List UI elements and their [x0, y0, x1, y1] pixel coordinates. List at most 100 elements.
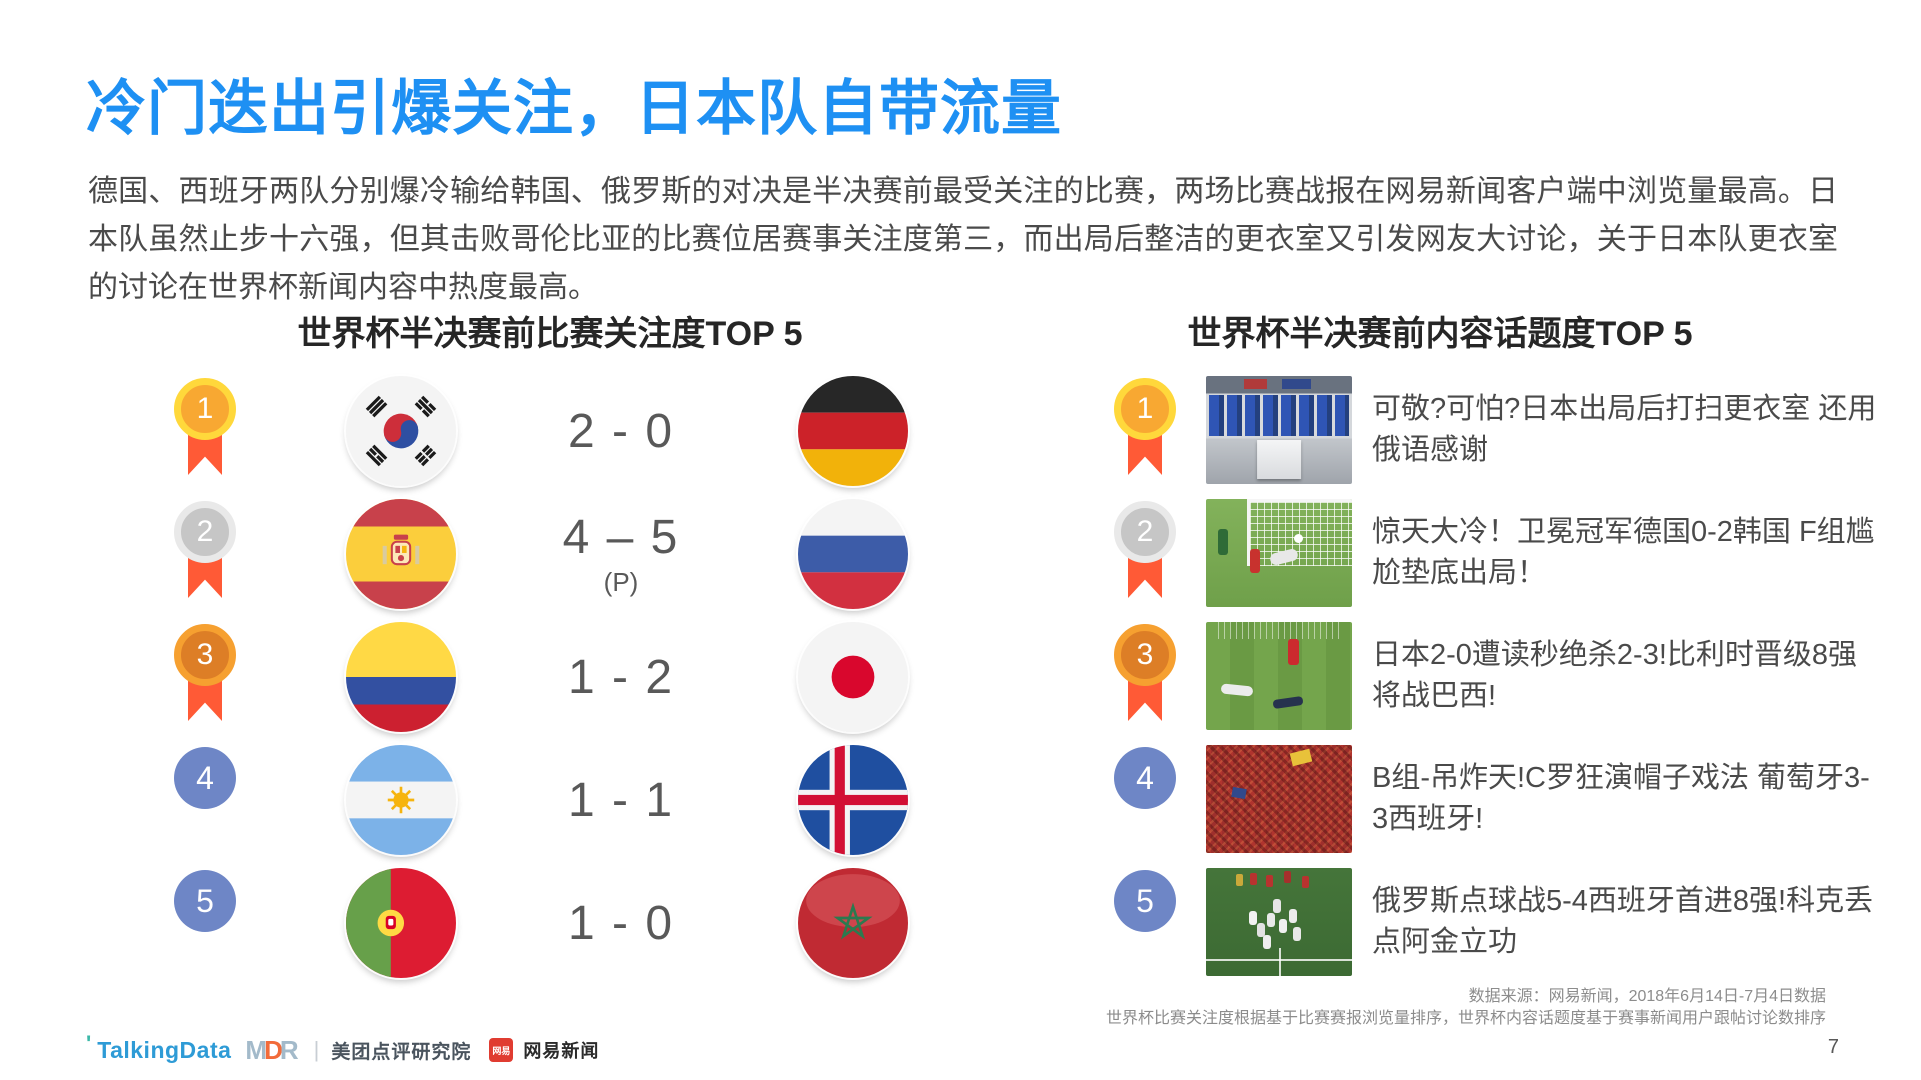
score-text: 1 - 0 — [567, 896, 675, 950]
netease-badge-icon: 网易 — [489, 1038, 514, 1062]
flag-morocco-icon — [798, 868, 908, 978]
flag-germany-icon — [798, 376, 908, 486]
match-score: 1 - 2 — [516, 618, 726, 736]
rank-number: 1 — [1136, 392, 1154, 425]
score-text: 1 - 2 — [567, 650, 675, 704]
topic-row-5: 5 俄罗斯点球战5-4西班牙首进8强!科克丢点阿金立功 — [1090, 864, 1920, 986]
page-title: 冷门迭出引爆关注，日本队自带流量 — [86, 75, 1062, 142]
mdr-letter-r: R — [279, 1034, 299, 1065]
crowd-texture-shape — [1206, 745, 1352, 853]
rank-number: 5 — [1136, 883, 1154, 919]
table-shape — [1257, 439, 1301, 479]
flag-colombia-icon — [346, 622, 456, 732]
source-line-1: 数据来源：网易新闻，2018年6月14日-7月4日数据 — [1468, 988, 1826, 1005]
medal-ribbon-icon — [188, 421, 222, 475]
goal-bar-shape — [1246, 499, 1352, 502]
pitch-line-shape — [1279, 947, 1281, 976]
intro-paragraph: 德国、西班牙两队分别爆冷输给韩国、俄罗斯的对决是半决赛前最受关注的比赛，两场比赛… — [88, 175, 1838, 304]
players-row-shape — [1249, 873, 1257, 886]
goal-scene-thumbnail — [1206, 499, 1352, 607]
flag-iceland-icon — [798, 745, 908, 855]
rank-number: 1 — [196, 392, 214, 425]
flag-south-korea-icon — [346, 376, 456, 486]
right-panel-header: 世界杯半决赛前内容话题度TOP 5 — [1187, 315, 1693, 353]
player-shape — [1287, 639, 1299, 666]
talkingdata-tick-icon: ' — [86, 1031, 92, 1056]
penalty-note: (P) — [603, 567, 639, 597]
match-score: 4 – 5 (P) — [516, 495, 726, 613]
mdr-letter-d: D — [264, 1034, 283, 1065]
players-cluster-shape — [1267, 913, 1276, 928]
banner-shape — [1281, 379, 1312, 389]
medal-ribbon-icon — [1128, 544, 1162, 598]
page-number: 7 — [1827, 1036, 1839, 1058]
data-source-note: 数据来源：网易新闻，2018年6月14日-7月4日数据 世界杯比赛关注度根据基于… — [1106, 986, 1826, 1030]
match-row-2: 2 4 – 5 (P) — [150, 495, 960, 617]
medal-ribbon-icon — [1128, 421, 1162, 475]
rank-badge: 4 — [1114, 747, 1176, 809]
bronze-medal-icon: 3 — [1114, 624, 1176, 721]
topic-row-3: 3 日本2-0遭读秒绝杀2-3!比利时晋级8强将战巴西! — [1090, 618, 1920, 740]
topic-title: 可敬?可怕?日本出局后打扫更衣室 还用俄语感谢 — [1372, 393, 1877, 466]
talkingdata-logo: TalkingData — [97, 1036, 232, 1063]
silver-medal-icon: 2 — [174, 501, 236, 598]
net-shape — [1217, 622, 1341, 640]
flag-japan-icon — [798, 622, 908, 732]
silver-medal-icon: 2 — [1114, 501, 1176, 598]
player-shape — [1249, 548, 1260, 573]
netease-news-logo: 网易新闻 — [523, 1041, 600, 1061]
logo-divider: | — [313, 1037, 320, 1062]
source-line-2: 世界杯比赛关注度根据基于比赛赛报浏览量排序，世界杯内容话题度基于赛事新闻用户跟帖… — [1105, 1010, 1826, 1027]
score-text: 2 - 0 — [567, 404, 675, 458]
rank-badge: 5 — [174, 870, 236, 932]
ball-shape — [1293, 533, 1303, 543]
topic-title: B组-吊炸天!C罗狂演帽子戏法 葡萄牙3-3西班牙! — [1372, 762, 1870, 835]
flag-russia-icon — [798, 499, 908, 609]
match-row-5: 5 1 - 0 — [150, 864, 960, 986]
mdr-letter-m: M — [245, 1034, 267, 1065]
gold-medal-icon: 1 — [1114, 378, 1176, 475]
footer-logos: ' TalkingData MDR | 美团点评研究院 网易 网易新闻 — [86, 1031, 600, 1066]
locker-room-thumbnail — [1206, 376, 1352, 484]
topic-row-4: 4 B组-吊炸天!C罗狂演帽子戏法 葡萄牙3-3西班牙! — [1090, 741, 1920, 863]
medal-ribbon-icon — [188, 667, 222, 721]
flag-portugal-icon — [346, 868, 456, 978]
locker-seats-shape — [1208, 395, 1350, 437]
goal-net-shape — [1249, 499, 1352, 566]
topic-title: 俄罗斯点球战5-4西班牙首进8强!科克丢点阿金立功 — [1372, 885, 1874, 958]
goal-post-shape — [1246, 499, 1250, 566]
gold-medal-icon: 1 — [174, 378, 236, 475]
rank-number: 2 — [1136, 515, 1154, 548]
left-panel-header: 世界杯半决赛前比赛关注度TOP 5 — [297, 315, 803, 353]
player-shape — [1220, 682, 1254, 697]
rank-number: 2 — [196, 515, 214, 548]
medal-ribbon-icon — [188, 544, 222, 598]
flag-argentina-icon — [346, 745, 456, 855]
red-crowd-thumbnail — [1206, 745, 1352, 853]
flag-spain-icon — [346, 499, 456, 609]
mdr-logo: MDR — [245, 1034, 299, 1066]
bronze-medal-icon: 3 — [174, 624, 236, 721]
score-text: 1 - 1 — [567, 773, 675, 827]
topic-row-2: 2 惊天大冷！卫冕冠军德国0-2韩国 F组尴尬垫底出局！ — [1090, 495, 1920, 617]
team-celebration-thumbnail — [1206, 868, 1352, 976]
topic-row-1: 1 可敬?可怕?日本出局后打扫更衣室 还用俄语感谢 — [1090, 372, 1920, 494]
match-score: 1 - 0 — [516, 864, 726, 982]
match-row-1: 1 2 - 0 — [150, 372, 960, 494]
player-shape — [1217, 529, 1228, 556]
rank-number: 3 — [1136, 638, 1154, 671]
match-row-4: 4 1 - 1 — [150, 741, 960, 863]
match-score: 1 - 1 — [516, 741, 726, 859]
topic-title: 惊天大冷！卫冕冠军德国0-2韩国 F组尴尬垫底出局！ — [1372, 516, 1875, 589]
score-text: 4 – 5 — [562, 511, 680, 564]
player-shape — [1272, 695, 1304, 709]
rank-badge: 5 — [1114, 870, 1176, 932]
topic-title: 日本2-0遭读秒绝杀2-3!比利时晋级8强将战巴西! — [1372, 639, 1858, 712]
rank-number: 4 — [196, 760, 214, 796]
match-score: 2 - 0 — [516, 372, 726, 490]
rank-number: 4 — [1136, 760, 1154, 796]
meituan-research-logo: 美团点评研究院 — [331, 1041, 472, 1063]
banner-shape — [1243, 379, 1268, 389]
rank-number: 5 — [196, 883, 214, 919]
rank-badge: 4 — [174, 747, 236, 809]
